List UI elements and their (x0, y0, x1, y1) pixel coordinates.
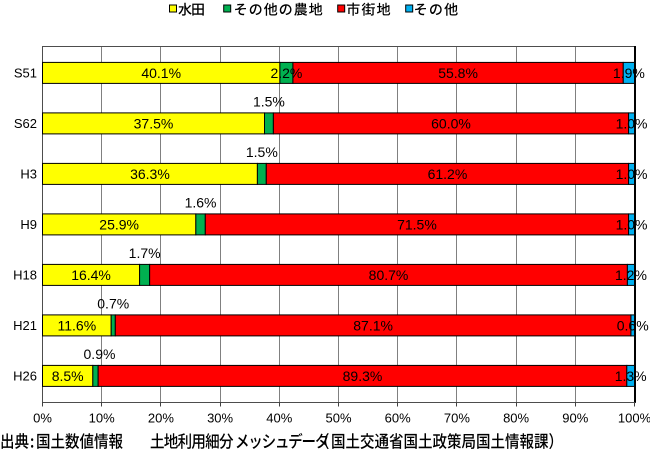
svg-text:80.7%: 80.7% (369, 267, 409, 283)
svg-text:2.2%: 2.2% (270, 65, 302, 81)
svg-text:11.6%: 11.6% (58, 317, 97, 333)
svg-text:60%: 60% (385, 411, 411, 426)
svg-text:61.2%: 61.2% (428, 166, 468, 182)
svg-text:50%: 50% (325, 411, 351, 426)
svg-text:36.3%: 36.3% (130, 166, 170, 182)
svg-text:25.9%: 25.9% (99, 216, 139, 232)
svg-text:H21: H21 (13, 318, 37, 333)
svg-text:37.5%: 37.5% (134, 115, 174, 131)
svg-text:1.0%: 1.0% (616, 115, 648, 131)
svg-text:1.0%: 1.0% (616, 216, 648, 232)
svg-text:1.6%: 1.6% (185, 194, 217, 210)
svg-text:40.1%: 40.1% (141, 65, 181, 81)
svg-text:H18: H18 (13, 267, 37, 282)
svg-text:71.5%: 71.5% (397, 216, 437, 232)
svg-text:40%: 40% (266, 411, 292, 426)
svg-text:10%: 10% (89, 411, 115, 426)
svg-text:1.3%: 1.3% (615, 368, 647, 384)
svg-text:S51: S51 (14, 65, 37, 80)
svg-text:80%: 80% (503, 411, 529, 426)
svg-text:0.6%: 0.6% (617, 317, 649, 333)
svg-text:1.7%: 1.7% (129, 245, 161, 261)
svg-text:89.3%: 89.3% (343, 368, 383, 384)
svg-text:0.9%: 0.9% (84, 346, 116, 362)
svg-text:H26: H26 (13, 368, 37, 383)
svg-text:1.2%: 1.2% (615, 267, 647, 283)
svg-text:1.5%: 1.5% (246, 144, 278, 160)
svg-text:70%: 70% (444, 411, 470, 426)
svg-text:0%: 0% (33, 411, 52, 426)
svg-text:H9: H9 (20, 217, 37, 232)
svg-text:0.7%: 0.7% (97, 295, 129, 311)
svg-text:S62: S62 (14, 116, 37, 131)
svg-text:90%: 90% (562, 411, 588, 426)
svg-text:30%: 30% (207, 411, 233, 426)
svg-text:60.0%: 60.0% (431, 115, 471, 131)
svg-text:16.4%: 16.4% (71, 267, 111, 283)
svg-text:1.0%: 1.0% (616, 166, 648, 182)
svg-text:55.8%: 55.8% (438, 65, 478, 81)
svg-text:20%: 20% (148, 411, 174, 426)
svg-text:1.5%: 1.5% (253, 93, 285, 109)
svg-text:100%: 100% (618, 411, 650, 426)
svg-text:H3: H3 (20, 166, 37, 181)
svg-text:1.9%: 1.9% (613, 65, 645, 81)
svg-text:87.1%: 87.1% (353, 317, 393, 333)
svg-text:8.5%: 8.5% (52, 368, 84, 384)
